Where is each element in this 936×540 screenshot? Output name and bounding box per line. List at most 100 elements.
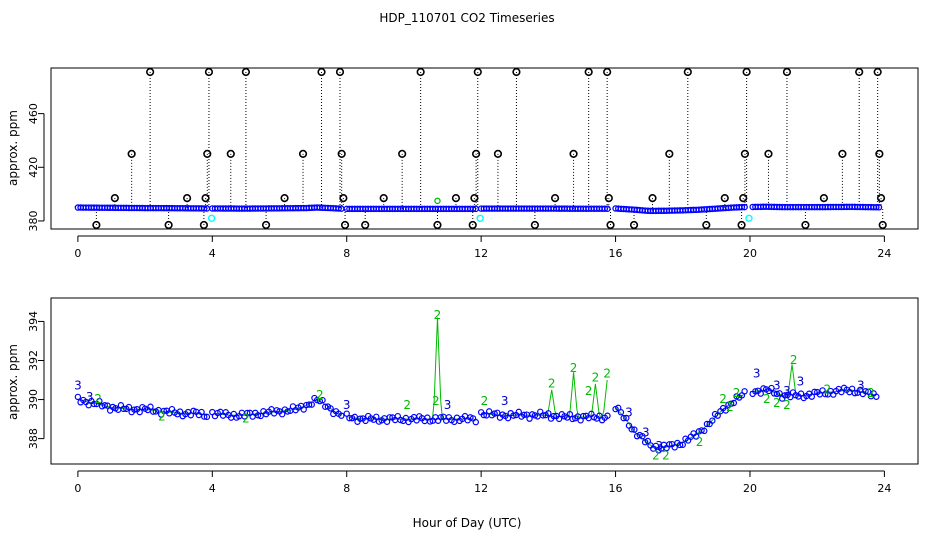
outlier-point xyxy=(280,194,289,203)
data-point xyxy=(808,393,816,400)
data-point xyxy=(351,413,358,421)
data-point xyxy=(120,405,127,413)
y-tick-label: 392 xyxy=(27,350,40,371)
outlier-point xyxy=(604,194,613,203)
x-tick-label: 16 xyxy=(609,482,623,495)
data-point xyxy=(773,390,781,398)
outlier-point xyxy=(337,149,346,158)
data-point xyxy=(781,392,789,399)
data-point xyxy=(709,417,716,424)
data-point xyxy=(201,413,208,420)
outlier-point xyxy=(838,149,847,158)
outlier-point xyxy=(606,220,615,230)
flag-2-label: 2 xyxy=(403,398,411,412)
data-point xyxy=(136,408,143,416)
flag-2-label: 2 xyxy=(763,392,771,406)
data-point xyxy=(615,404,622,412)
outlier-point xyxy=(261,220,271,230)
data-point xyxy=(491,410,498,417)
data-point xyxy=(356,415,364,422)
flag-3-label: 3 xyxy=(444,398,452,412)
data-point xyxy=(244,409,251,417)
data-point xyxy=(117,402,125,409)
data-point xyxy=(862,388,869,395)
data-point xyxy=(671,444,678,451)
data-point xyxy=(693,433,700,440)
outlier-point xyxy=(584,67,593,77)
data-point xyxy=(480,411,488,419)
data-point xyxy=(305,401,313,408)
data-point xyxy=(550,412,557,420)
y-tick-label: 420 xyxy=(27,157,40,178)
data-point xyxy=(362,417,369,425)
outlier-point xyxy=(603,67,612,77)
outlier-point xyxy=(473,67,482,77)
data-point xyxy=(300,406,307,413)
outlier-point xyxy=(203,149,212,158)
data-point xyxy=(569,415,576,423)
data-point xyxy=(639,433,646,440)
x-tick-label: 12 xyxy=(474,482,488,495)
flag-3-label: 3 xyxy=(753,367,761,381)
data-point xyxy=(580,412,587,420)
y-tick-label: 380 xyxy=(27,210,40,231)
flag-2-label: 2 xyxy=(719,392,727,406)
flag-3-label: 3 xyxy=(86,390,94,404)
data-point xyxy=(343,410,350,417)
outlier-point xyxy=(782,67,792,77)
outlier-point xyxy=(317,67,326,77)
flag-2-label: 2 xyxy=(603,367,611,381)
flag-3-label: 3 xyxy=(857,378,865,392)
data-point xyxy=(730,399,738,407)
data-point xyxy=(386,414,393,421)
x-axis-label: Hour of Day (UTC) xyxy=(413,516,522,530)
flag-2-label: 2 xyxy=(733,386,741,400)
data-point xyxy=(666,441,673,448)
data-point xyxy=(776,390,783,397)
outlier-point xyxy=(201,194,210,203)
outlier-point xyxy=(379,194,388,203)
data-point xyxy=(472,418,479,426)
data-point xyxy=(198,408,205,416)
flag-2-label: 2 xyxy=(790,353,798,367)
data-point xyxy=(426,418,434,425)
outlier-point xyxy=(470,194,479,203)
flag-3-label: 3 xyxy=(655,439,663,453)
flag-3-label: 3 xyxy=(343,398,351,412)
outlier-point xyxy=(740,149,750,158)
green-point xyxy=(434,197,441,205)
outlier-point xyxy=(182,194,192,203)
outlier-point xyxy=(742,67,751,77)
data-point xyxy=(741,388,748,395)
data-point xyxy=(604,412,611,419)
data-point xyxy=(383,418,391,425)
outlier-point xyxy=(339,194,348,203)
outlier-point xyxy=(550,194,560,203)
data-point xyxy=(555,415,563,423)
data-point xyxy=(741,203,748,211)
flag-3-label: 3 xyxy=(501,394,509,408)
outlier-point xyxy=(92,220,101,230)
data-point xyxy=(545,410,552,417)
outlier-point xyxy=(702,220,711,230)
data-point xyxy=(604,205,611,212)
data-point xyxy=(566,410,574,418)
data-point xyxy=(160,407,168,415)
outlier-point xyxy=(226,149,235,158)
cyan-point xyxy=(745,214,753,222)
x-tick-label: 20 xyxy=(743,247,757,260)
outlier-point xyxy=(298,149,308,158)
data-point xyxy=(308,401,315,408)
outlier-point xyxy=(340,220,350,230)
data-point xyxy=(335,205,342,212)
data-point xyxy=(628,426,635,433)
data-point xyxy=(596,412,603,419)
data-point xyxy=(327,405,334,412)
data-point xyxy=(131,406,138,413)
flag-3-label: 3 xyxy=(773,378,781,392)
figure-title: HDP_110701 CO2 Timeseries xyxy=(379,11,554,25)
data-point xyxy=(714,412,721,419)
data-point xyxy=(437,414,445,421)
